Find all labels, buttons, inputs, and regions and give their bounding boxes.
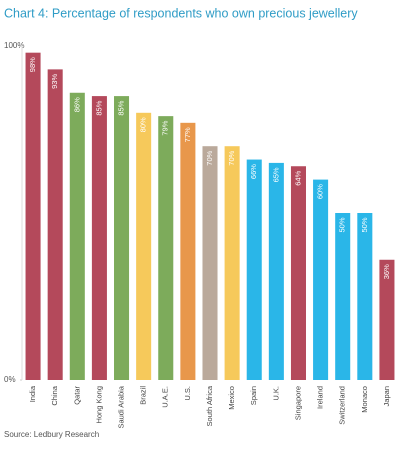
x-tick-label: Qatar xyxy=(72,386,81,405)
x-tick-label: Switzerland xyxy=(338,386,347,425)
bar xyxy=(246,159,262,380)
x-tick-label: India xyxy=(28,385,37,402)
value-label: 50% xyxy=(338,217,347,232)
value-label: 70% xyxy=(205,150,214,165)
bar xyxy=(224,146,240,380)
value-label: 85% xyxy=(94,100,103,115)
bar xyxy=(379,259,395,380)
x-tick-label: Saudi Arabia xyxy=(117,385,126,428)
y-tick-label: 100% xyxy=(4,41,24,50)
chart-title: Chart 4: Percentage of respondents who o… xyxy=(4,6,358,20)
x-tick-label: China xyxy=(50,385,59,405)
value-label: 60% xyxy=(316,184,325,199)
x-tick-label: Brazil xyxy=(139,386,148,405)
value-label: 66% xyxy=(249,164,258,179)
x-tick-label: South Africa xyxy=(205,385,214,426)
x-tick-label: U.A.E. xyxy=(161,386,170,408)
bar xyxy=(136,112,152,381)
x-tick-label: U.K. xyxy=(271,386,280,401)
bar xyxy=(91,96,107,380)
bar xyxy=(290,166,306,380)
value-label: 50% xyxy=(360,217,369,232)
source-note: Source: Ledbury Research xyxy=(4,430,99,439)
value-label: 65% xyxy=(271,167,280,182)
bar xyxy=(202,146,218,380)
x-tick-label: Singapore xyxy=(293,386,302,420)
x-tick-label: Japan xyxy=(382,386,391,406)
value-label: 80% xyxy=(139,117,148,132)
value-label: 86% xyxy=(72,97,81,112)
bar xyxy=(180,122,196,380)
value-label: 98% xyxy=(28,57,37,72)
value-label: 85% xyxy=(117,100,126,115)
bar xyxy=(47,69,63,380)
value-label: 64% xyxy=(293,170,302,185)
bar xyxy=(69,92,85,380)
bar xyxy=(158,116,174,380)
bar xyxy=(313,179,329,380)
x-tick-label: Hong Kong xyxy=(94,386,103,424)
value-label: 79% xyxy=(161,120,170,135)
bar xyxy=(114,96,130,380)
x-tick-label: Spain xyxy=(249,386,258,405)
value-label: 36% xyxy=(382,264,391,279)
value-label: 77% xyxy=(183,127,192,142)
x-tick-label: Mexico xyxy=(227,386,236,410)
x-tick-label: U.S. xyxy=(183,386,192,401)
value-label: 70% xyxy=(227,150,236,165)
bar xyxy=(357,213,373,380)
x-tick-label: Ireland xyxy=(316,386,325,409)
y-tick-label: 0% xyxy=(4,375,16,384)
bar xyxy=(268,162,284,380)
bar xyxy=(335,213,351,380)
bar xyxy=(25,52,41,381)
x-tick-label: Monaco xyxy=(360,386,369,413)
value-label: 93% xyxy=(50,74,59,89)
